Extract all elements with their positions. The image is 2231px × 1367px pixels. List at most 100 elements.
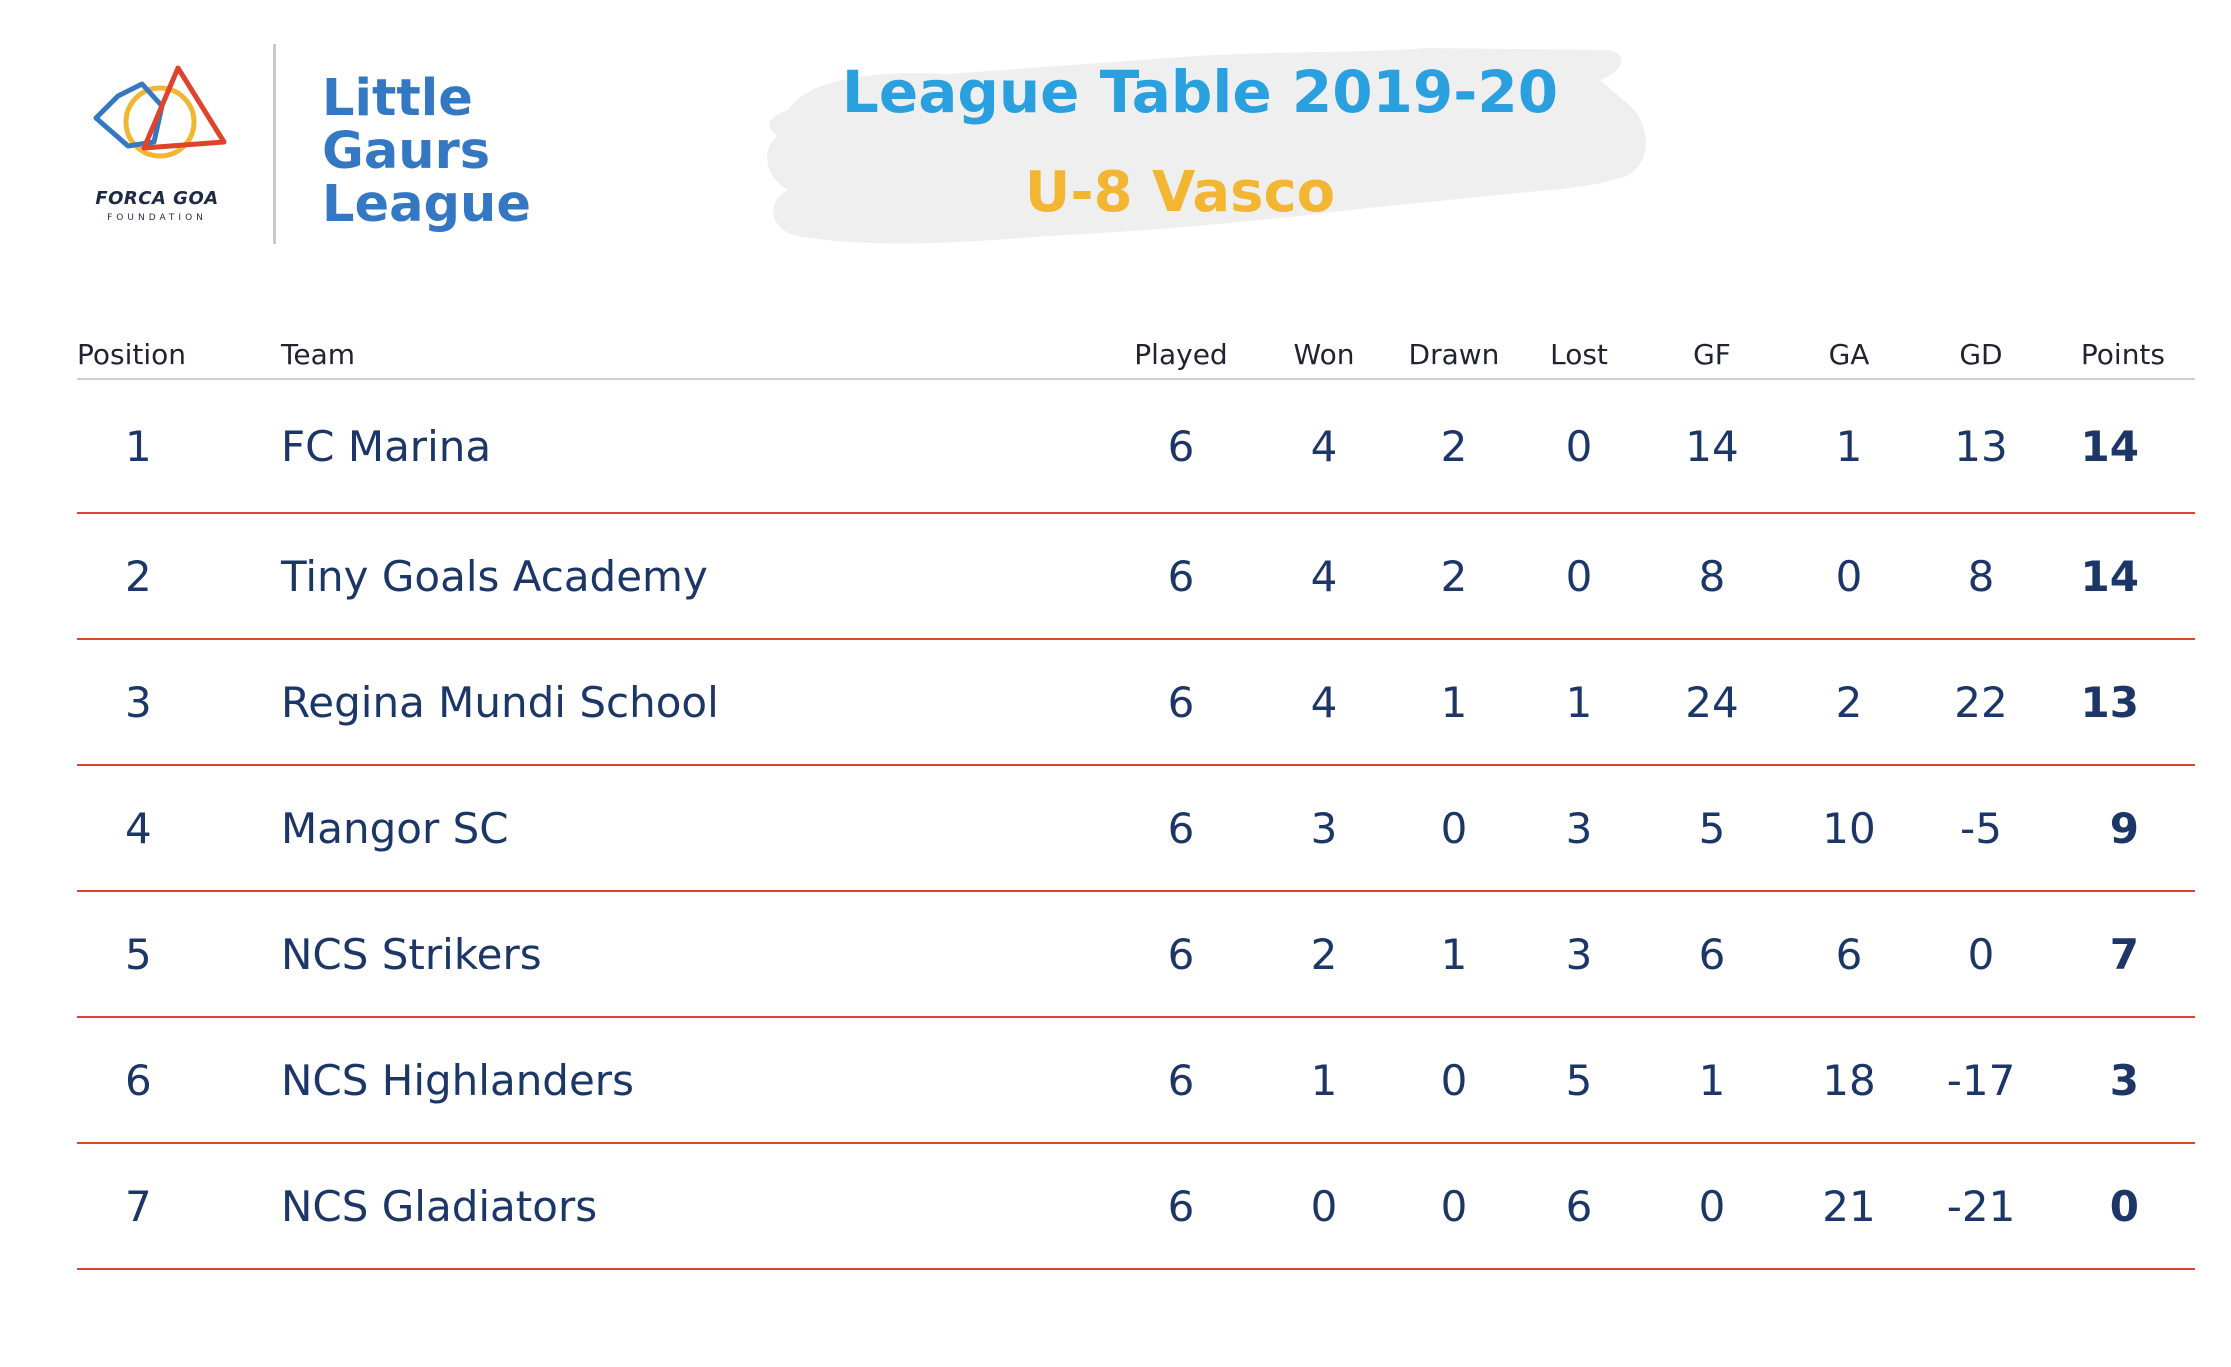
brand-line-1: Little bbox=[322, 69, 473, 128]
cell-ga: 2 bbox=[1787, 639, 1911, 766]
cell-played: 6 bbox=[1101, 513, 1261, 640]
cell-won: 1 bbox=[1261, 1017, 1387, 1144]
column-header-gf: GF bbox=[1637, 330, 1787, 380]
cell-gf: 0 bbox=[1637, 1143, 1787, 1270]
cell-points: 14 bbox=[2051, 379, 2195, 514]
cell-lost: 5 bbox=[1521, 1017, 1637, 1144]
cell-gd: -5 bbox=[1911, 765, 2051, 892]
cell-gd: 8 bbox=[1911, 513, 2051, 640]
cell-points: 13 bbox=[2051, 639, 2195, 766]
cell-gf: 24 bbox=[1637, 639, 1787, 766]
cell-gd: 22 bbox=[1911, 639, 2051, 766]
cell-position: 6 bbox=[77, 1017, 281, 1144]
cell-gd: 0 bbox=[1911, 891, 2051, 1018]
cell-lost: 6 bbox=[1521, 1143, 1637, 1270]
cell-ga: 10 bbox=[1787, 765, 1911, 892]
header-divider bbox=[273, 44, 276, 244]
cell-lost: 3 bbox=[1521, 891, 1637, 1018]
cell-lost: 0 bbox=[1521, 379, 1637, 514]
cell-played: 6 bbox=[1101, 765, 1261, 892]
column-header-played: Played bbox=[1101, 330, 1261, 380]
table-row: 5 NCS Strikers 6 2 1 3 6 6 0 7 bbox=[77, 891, 2195, 1018]
table-header-row: Position Team Played Won Drawn Lost GF G… bbox=[77, 330, 2195, 380]
cell-team: Mangor SC bbox=[281, 765, 1101, 892]
column-header-gd: GD bbox=[1911, 330, 2051, 380]
cell-drawn: 0 bbox=[1387, 765, 1521, 892]
cell-gf: 14 bbox=[1637, 379, 1787, 514]
cell-drawn: 1 bbox=[1387, 891, 1521, 1018]
cell-ga: 1 bbox=[1787, 379, 1911, 514]
cell-won: 2 bbox=[1261, 891, 1387, 1018]
cell-lost: 1 bbox=[1521, 639, 1637, 766]
cell-gd: 13 bbox=[1911, 379, 2051, 514]
brand-line-3: League bbox=[322, 175, 531, 234]
cell-gf: 6 bbox=[1637, 891, 1787, 1018]
cell-gf: 1 bbox=[1637, 1017, 1787, 1144]
column-header-position: Position bbox=[77, 330, 281, 380]
table-row: 4 Mangor SC 6 3 0 3 5 10 -5 9 bbox=[77, 765, 2195, 892]
cell-gd: -21 bbox=[1911, 1143, 2051, 1270]
cell-team: Tiny Goals Academy bbox=[281, 513, 1101, 640]
cell-position: 3 bbox=[77, 639, 281, 766]
column-header-points: Points bbox=[2051, 330, 2195, 380]
table-row: 6 NCS Highlanders 6 1 0 5 1 18 -17 3 bbox=[77, 1017, 2195, 1144]
cell-position: 7 bbox=[77, 1143, 281, 1270]
cell-points: 0 bbox=[2051, 1143, 2195, 1270]
cell-team: NCS Highlanders bbox=[281, 1017, 1101, 1144]
cell-position: 1 bbox=[77, 379, 281, 514]
cell-played: 6 bbox=[1101, 891, 1261, 1018]
cell-won: 0 bbox=[1261, 1143, 1387, 1270]
cell-won: 4 bbox=[1261, 379, 1387, 514]
league-table: Position Team Played Won Drawn Lost GF G… bbox=[77, 330, 2195, 1270]
page-subtitle: U-8 Vasco bbox=[1024, 160, 1336, 225]
forca-goa-logo-icon bbox=[93, 65, 227, 159]
cell-gd: -17 bbox=[1911, 1017, 2051, 1144]
table-row: 1 FC Marina 6 4 2 0 14 1 13 14 bbox=[77, 379, 2195, 514]
brand-wordmark: Little Gaurs League bbox=[322, 72, 531, 231]
table-row: 3 Regina Mundi School 6 4 1 1 24 2 22 13 bbox=[77, 639, 2195, 766]
table-row: 2 Tiny Goals Academy 6 4 2 0 8 0 8 14 bbox=[77, 513, 2195, 640]
cell-ga: 0 bbox=[1787, 513, 1911, 640]
cell-drawn: 0 bbox=[1387, 1017, 1521, 1144]
cell-won: 3 bbox=[1261, 765, 1387, 892]
cell-played: 6 bbox=[1101, 1017, 1261, 1144]
cell-position: 2 bbox=[77, 513, 281, 640]
cell-ga: 6 bbox=[1787, 891, 1911, 1018]
table-row: 7 NCS Gladiators 6 0 0 6 0 21 -21 0 bbox=[77, 1143, 2195, 1270]
cell-played: 6 bbox=[1101, 1143, 1261, 1270]
cell-lost: 0 bbox=[1521, 513, 1637, 640]
cell-points: 14 bbox=[2051, 513, 2195, 640]
cell-played: 6 bbox=[1101, 379, 1261, 514]
cell-lost: 3 bbox=[1521, 765, 1637, 892]
cell-position: 5 bbox=[77, 891, 281, 1018]
cell-drawn: 0 bbox=[1387, 1143, 1521, 1270]
cell-ga: 21 bbox=[1787, 1143, 1911, 1270]
column-header-team: Team bbox=[281, 330, 1101, 380]
column-header-won: Won bbox=[1261, 330, 1387, 380]
column-header-drawn: Drawn bbox=[1387, 330, 1521, 380]
foundation-subtitle: FOUNDATION bbox=[107, 213, 207, 223]
cell-points: 3 bbox=[2051, 1017, 2195, 1144]
title-brush-background bbox=[767, 48, 1646, 244]
cell-drawn: 1 bbox=[1387, 639, 1521, 766]
column-header-ga: GA bbox=[1787, 330, 1911, 380]
column-header-lost: Lost bbox=[1521, 330, 1637, 380]
cell-gf: 5 bbox=[1637, 765, 1787, 892]
brand-line-2: Gaurs bbox=[322, 122, 491, 181]
cell-won: 4 bbox=[1261, 639, 1387, 766]
cell-points: 7 bbox=[2051, 891, 2195, 1018]
cell-team: Regina Mundi School bbox=[281, 639, 1101, 766]
page-title: League Table 2019-20 bbox=[841, 58, 1559, 126]
cell-gf: 8 bbox=[1637, 513, 1787, 640]
cell-won: 4 bbox=[1261, 513, 1387, 640]
cell-team: FC Marina bbox=[281, 379, 1101, 514]
cell-drawn: 2 bbox=[1387, 513, 1521, 640]
cell-ga: 18 bbox=[1787, 1017, 1911, 1144]
cell-drawn: 2 bbox=[1387, 379, 1521, 514]
foundation-name: FORCA GOA bbox=[95, 188, 219, 209]
cell-team: NCS Strikers bbox=[281, 891, 1101, 1018]
cell-position: 4 bbox=[77, 765, 281, 892]
cell-points: 9 bbox=[2051, 765, 2195, 892]
cell-team: NCS Gladiators bbox=[281, 1143, 1101, 1270]
cell-played: 6 bbox=[1101, 639, 1261, 766]
